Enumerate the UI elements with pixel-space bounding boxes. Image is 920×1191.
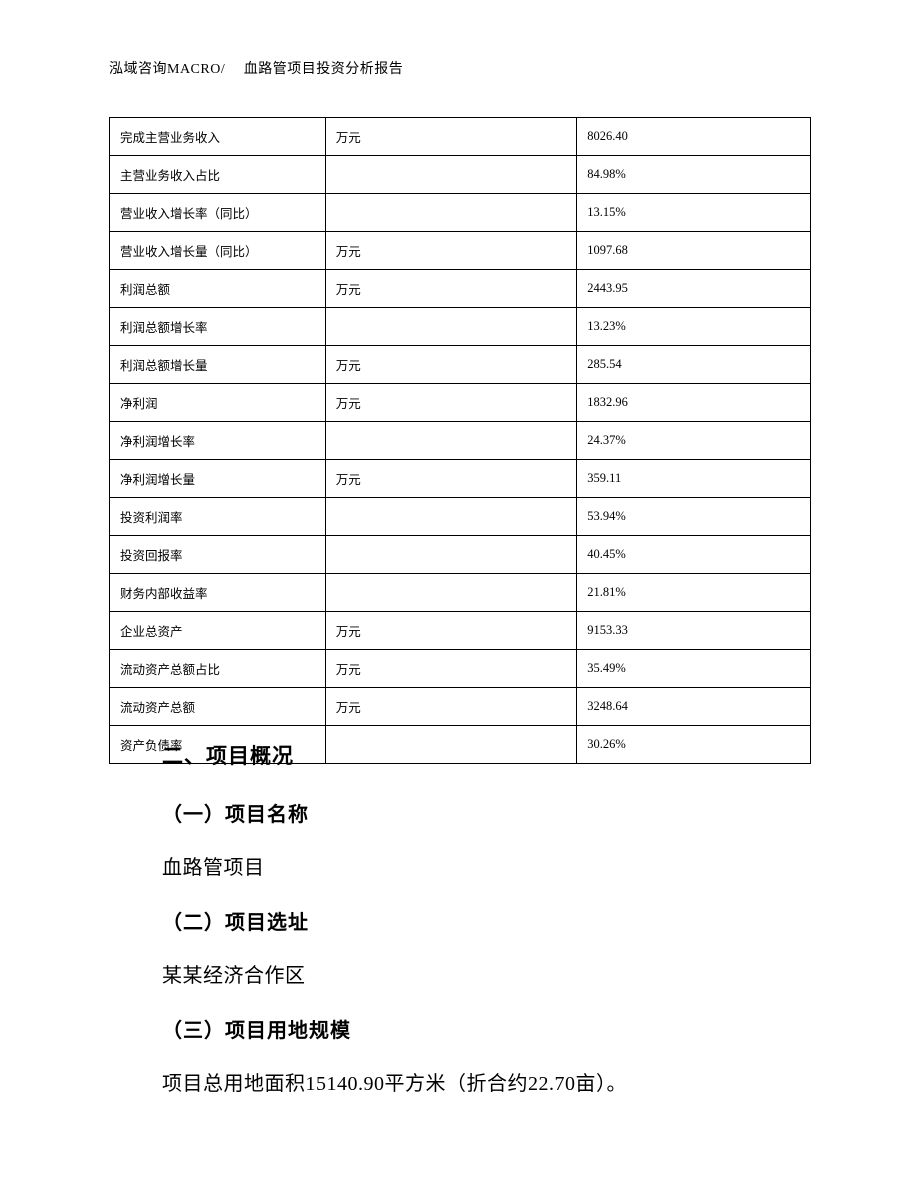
table-row: 主营业务收入占比 84.98%	[110, 156, 811, 194]
table-cell-value: 13.15%	[577, 194, 811, 232]
table-cell-unit: 万元	[325, 612, 577, 650]
table-cell-unit: 万元	[325, 650, 577, 688]
table-cell-label: 净利润增长率	[110, 422, 326, 460]
table-cell-unit	[325, 536, 577, 574]
table-cell-value: 1832.96	[577, 384, 811, 422]
table-cell-label: 营业收入增长量（同比）	[110, 232, 326, 270]
table-cell-unit: 万元	[325, 688, 577, 726]
financial-table-container: 完成主营业务收入万元8026.40主营业务收入占比84.98%营业收入增长率（同…	[109, 117, 811, 764]
table-cell-unit: 万元	[325, 460, 577, 498]
table-row: 完成主营业务收入万元8026.40	[110, 118, 811, 156]
table-cell-value: 9153.33	[577, 612, 811, 650]
table-cell-unit	[325, 308, 577, 346]
table-cell-unit	[325, 498, 577, 536]
table-cell-value: 84.98%	[577, 156, 811, 194]
table-row: 企业总资产万元9153.33	[110, 612, 811, 650]
table-cell-unit: 万元	[325, 346, 577, 384]
table-cell-label: 利润总额增长量	[110, 346, 326, 384]
table-cell-value: 359.11	[577, 460, 811, 498]
header-text: 泓域咨询MACRO/ 血路管项目投资分析报告	[109, 62, 403, 77]
sub-heading-2: （二）项目选址	[162, 906, 811, 935]
table-row: 利润总额万元2443.95	[110, 270, 811, 308]
sub-heading-3: （三）项目用地规模	[162, 1014, 811, 1043]
table-cell-value: 40.45%	[577, 536, 811, 574]
body-text-2: 某某经济合作区	[162, 959, 811, 988]
table-row: 利润总额增长量万元285.54	[110, 346, 811, 384]
table-row: 净利润增长量万元359.11	[110, 460, 811, 498]
table-cell-label: 营业收入增长率（同比）	[110, 194, 326, 232]
table-cell-label: 完成主营业务收入	[110, 118, 326, 156]
table-cell-label: 流动资产总额	[110, 688, 326, 726]
table-cell-value: 8026.40	[577, 118, 811, 156]
table-cell-value: 13.23%	[577, 308, 811, 346]
table-cell-label: 财务内部收益率	[110, 574, 326, 612]
table-cell-unit	[325, 194, 577, 232]
table-cell-value: 2443.95	[577, 270, 811, 308]
financial-table: 完成主营业务收入万元8026.40主营业务收入占比84.98%营业收入增长率（同…	[109, 117, 811, 764]
table-row: 投资回报率 40.45%	[110, 536, 811, 574]
table-cell-label: 主营业务收入占比	[110, 156, 326, 194]
table-row: 流动资产总额万元3248.64	[110, 688, 811, 726]
table-cell-unit	[325, 422, 577, 460]
table-cell-value: 21.81%	[577, 574, 811, 612]
table-cell-unit: 万元	[325, 232, 577, 270]
table-cell-value: 3248.64	[577, 688, 811, 726]
table-cell-label: 企业总资产	[110, 612, 326, 650]
table-cell-value: 24.37%	[577, 422, 811, 460]
table-cell-value: 1097.68	[577, 232, 811, 270]
table-row: 流动资产总额占比万元35.49%	[110, 650, 811, 688]
table-row: 净利润增长率 24.37%	[110, 422, 811, 460]
page-header: 泓域咨询MACRO/ 血路管项目投资分析报告	[109, 58, 403, 78]
section-content: 二、项目概况 （一）项目名称 血路管项目 （二）项目选址 某某经济合作区 （三）…	[162, 740, 811, 1122]
table-cell-value: 285.54	[577, 346, 811, 384]
table-row: 净利润万元1832.96	[110, 384, 811, 422]
sub-heading-1: （一）项目名称	[162, 798, 811, 827]
table-row: 营业收入增长量（同比）万元1097.68	[110, 232, 811, 270]
table-cell-label: 投资回报率	[110, 536, 326, 574]
table-cell-label: 利润总额增长率	[110, 308, 326, 346]
table-cell-unit: 万元	[325, 270, 577, 308]
table-row: 利润总额增长率 13.23%	[110, 308, 811, 346]
table-cell-unit	[325, 574, 577, 612]
body-text-1: 血路管项目	[162, 851, 811, 880]
table-row: 营业收入增长率（同比） 13.15%	[110, 194, 811, 232]
table-cell-label: 投资利润率	[110, 498, 326, 536]
table-cell-label: 流动资产总额占比	[110, 650, 326, 688]
table-cell-unit	[325, 156, 577, 194]
section-heading: 二、项目概况	[162, 740, 811, 770]
table-cell-unit: 万元	[325, 118, 577, 156]
table-cell-label: 净利润	[110, 384, 326, 422]
table-cell-label: 净利润增长量	[110, 460, 326, 498]
table-row: 投资利润率 53.94%	[110, 498, 811, 536]
table-cell-unit: 万元	[325, 384, 577, 422]
table-cell-value: 53.94%	[577, 498, 811, 536]
table-row: 财务内部收益率 21.81%	[110, 574, 811, 612]
table-cell-value: 35.49%	[577, 650, 811, 688]
table-cell-label: 利润总额	[110, 270, 326, 308]
body-text-3: 项目总用地面积15140.90平方米（折合约22.70亩）。	[118, 1067, 811, 1096]
